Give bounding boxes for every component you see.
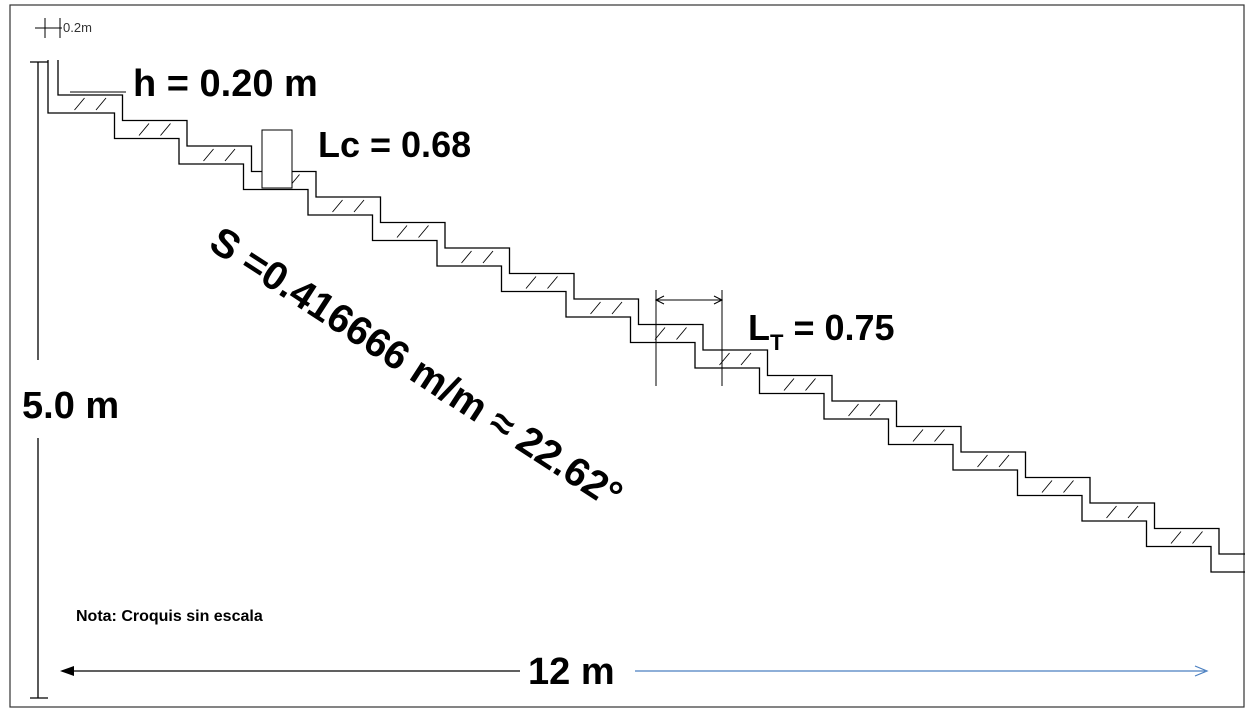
hatch-mark [654,327,666,340]
note-label: Nota: Croquis sin escala [76,608,263,625]
lt-label-value: = 0.75 [783,307,894,348]
hatch-mark [719,352,730,366]
lt-label-main: L [748,307,770,348]
hatch-mark [590,301,601,315]
hatch-mark [74,97,85,111]
hatch-mark [224,148,236,162]
length-label: 12 m [528,651,615,693]
hatch-mark [396,225,408,238]
hatch-mark [461,250,472,264]
hatch-mark [1170,531,1182,544]
hatch-mark [332,199,343,213]
hatch-mark [1192,531,1203,544]
hatch-mark [740,352,752,366]
stair-top-edge [57,60,1245,555]
hatch-mark [353,199,365,213]
hatch-mark [1127,505,1139,519]
hatch-mark [525,276,537,289]
hatch-mark [611,301,623,315]
slope-label: S =0.416666 m/m ≈ 22.62° [202,219,630,518]
hatch-mark [482,250,494,264]
lt-dimension [654,290,724,386]
hatch-mark [805,378,816,391]
hatch-mark [1106,505,1117,519]
lc-label: Lc = 0.68 [318,124,471,165]
hatch-mark [160,123,171,136]
top-dimension-label: 0.2m [63,20,92,35]
lt-label: LT = 0.75 [748,307,895,355]
hatch-mark [998,454,1010,468]
hatch-mark [783,378,795,391]
hatch-mark [418,225,429,238]
hatch-mark [676,327,687,340]
hatch-mark [977,454,988,468]
hatch-mark [1063,480,1074,493]
drawing-frame [9,4,1245,708]
lc-marker [261,129,293,189]
stair-hatching [74,97,1203,544]
length-dimension-line [60,665,1209,677]
riser-label: h = 0.20 m [133,63,318,105]
stair-bottom-edge [47,60,1245,573]
height-label-mask [15,360,145,438]
hatch-mark [934,429,945,442]
hatch-mark [1041,480,1053,493]
hatch-mark [95,97,107,111]
hatch-mark [869,403,881,417]
top-dimension [35,18,62,38]
lt-label-sub: T [770,330,784,355]
hatch-mark [912,429,924,442]
hatch-mark [203,148,214,162]
hatch-mark [138,123,150,136]
hatch-mark [547,276,558,289]
height-label: 5.0 m [22,385,119,427]
hatch-mark [848,403,859,417]
